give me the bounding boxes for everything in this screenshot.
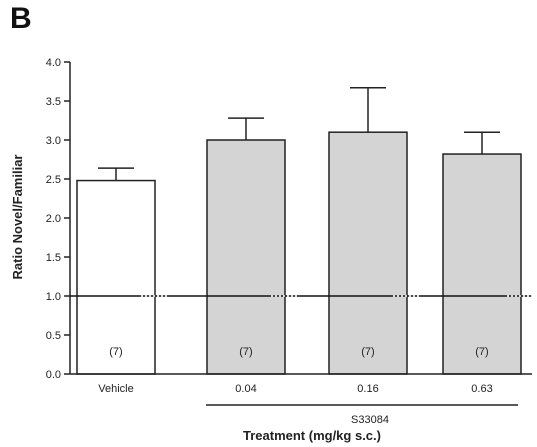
y-axis: 0.0 0.5 1.0 1.5 2.0 2.5 3.0 3.5 4.0 — [46, 57, 71, 381]
x-axis: Vehicle 0.04 0.16 0.63 — [70, 373, 532, 395]
y-tick-label: 2.5 — [46, 174, 61, 186]
y-tick-label: 2.0 — [46, 213, 61, 225]
y-axis-label: Ratio Novel/Familiar — [10, 155, 25, 280]
n-label: (7) — [475, 346, 488, 358]
y-tick-label: 0.5 — [46, 330, 61, 342]
x-tick-label: 0.16 — [357, 383, 378, 395]
x-tick-label: 0.63 — [471, 383, 492, 395]
n-label: (7) — [109, 346, 122, 358]
x-tick-label: 0.04 — [235, 383, 256, 395]
error-bars — [98, 86, 500, 181]
x-tick-label: Vehicle — [98, 383, 133, 395]
y-tick-label: 3.5 — [46, 96, 61, 108]
bars — [76, 131, 522, 375]
n-labels: (7) (7) (7) (7) — [109, 346, 488, 358]
bar-0.16 — [328, 131, 408, 375]
bar-0.04 — [206, 139, 286, 375]
n-label: (7) — [361, 346, 374, 358]
panel-label: B — [10, 2, 32, 35]
n-label: (7) — [239, 346, 252, 358]
bar-Vehicle — [76, 179, 156, 375]
y-tick-label: 1.0 — [46, 291, 61, 303]
y-tick-label: 1.5 — [46, 252, 61, 264]
x-axis-label: Treatment (mg/kg s.c.) — [243, 428, 381, 443]
y-tick-label: 0.0 — [46, 369, 61, 381]
y-tick-label: 3.0 — [46, 135, 61, 147]
group-label: S33084 — [351, 414, 389, 426]
bar-0.63 — [442, 153, 522, 375]
y-tick-label: 4.0 — [46, 57, 61, 69]
